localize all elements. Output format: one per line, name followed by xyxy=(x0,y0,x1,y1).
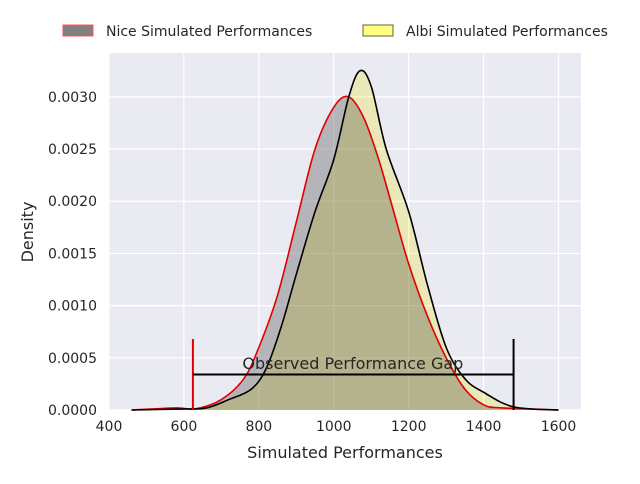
gap-label: Observed Performance Gap xyxy=(242,354,463,373)
y-axis-label: Density xyxy=(18,202,37,263)
x-axis-label: Simulated Performances xyxy=(247,443,443,462)
x-tick-label: 800 xyxy=(245,419,272,435)
y-tick-label: 0.0020 xyxy=(48,194,97,210)
x-tick-label: 1200 xyxy=(391,419,427,435)
y-tick-labels: 0.0000 0.0005 0.0010 0.0015 0.0020 0.0025 0.00… xyxy=(48,90,97,419)
x-tick-label: 400 xyxy=(96,419,123,435)
x-tick-labels: 400 600 800 1000 1200 1400 1600 xyxy=(96,419,577,435)
x-tick-label: 1600 xyxy=(541,419,577,435)
gap-annotation xyxy=(191,339,515,410)
legend-label-albi: Albi Simulated Performances xyxy=(406,24,608,40)
x-tick-label: 1400 xyxy=(466,419,502,435)
y-tick-label: 0.0030 xyxy=(48,90,97,106)
legend: Nice Simulated Performances Albi Simulat… xyxy=(62,24,608,40)
y-tick-label: 0.0025 xyxy=(48,142,97,158)
legend-swatch-albi xyxy=(362,24,394,37)
density-line-albi xyxy=(131,69,559,411)
x-tick-label: 1000 xyxy=(316,419,352,435)
y-tick-label: 0.0005 xyxy=(48,351,97,367)
density-fill-albi xyxy=(131,70,559,410)
y-tick-label: 0.0015 xyxy=(48,246,97,262)
legend-label-nice: Nice Simulated Performances xyxy=(106,24,312,40)
legend-swatch-nice xyxy=(62,24,94,37)
density-areas xyxy=(131,69,559,411)
y-tick-label: 0.0000 xyxy=(48,403,97,419)
y-tick-label: 0.0010 xyxy=(48,299,97,315)
x-tick-label: 600 xyxy=(171,419,198,435)
